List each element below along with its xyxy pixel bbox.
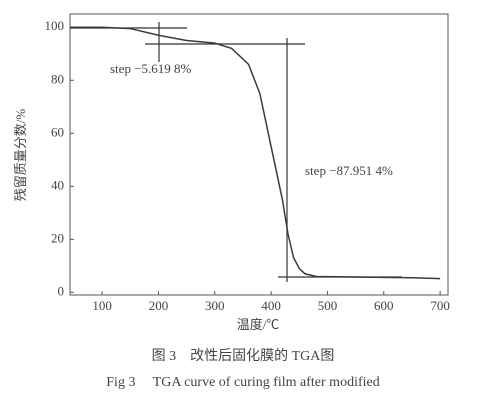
y-axis-label: 残留质量分数/% bbox=[13, 109, 28, 202]
y-tick-label: 80 bbox=[51, 71, 64, 86]
plot-frame bbox=[69, 13, 449, 296]
x-tick-label: 500 bbox=[318, 298, 338, 313]
x-tick-label: 400 bbox=[261, 298, 281, 313]
annotation: step −87.951 4% bbox=[305, 163, 393, 178]
x-axis-label: 温度/℃ bbox=[237, 317, 280, 332]
x-tick-label: 300 bbox=[205, 298, 225, 313]
y-tick-label: 40 bbox=[51, 177, 64, 192]
x-tick-label: 200 bbox=[149, 298, 169, 313]
annotation: step −5.619 8% bbox=[110, 61, 192, 76]
caption: Fig 3 TGA curve of curing film after mod… bbox=[106, 375, 379, 390]
x-tick-label: 100 bbox=[92, 298, 112, 313]
data-line bbox=[70, 26, 441, 280]
x-tick-label: 600 bbox=[374, 298, 394, 313]
y-tick-label: 60 bbox=[51, 124, 64, 139]
y-tick-label: 0 bbox=[58, 283, 65, 298]
y-tick-label: 100 bbox=[45, 18, 65, 33]
caption: 图 3 改性后固化膜的 TGA图 bbox=[152, 348, 335, 364]
x-tick-label: 700 bbox=[430, 298, 450, 313]
y-tick-label: 20 bbox=[51, 230, 64, 245]
